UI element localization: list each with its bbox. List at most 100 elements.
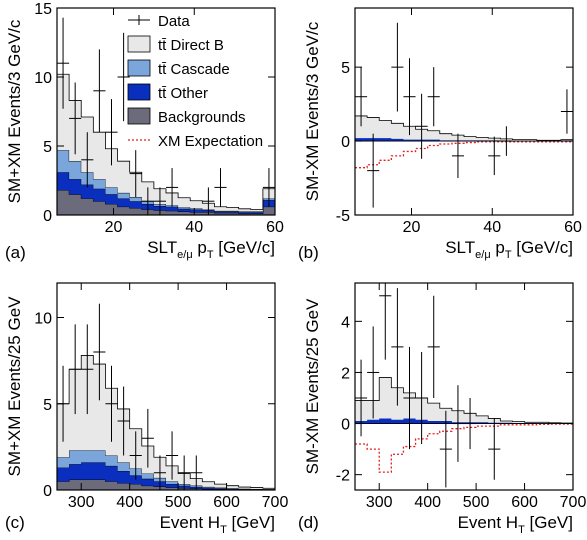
x-tick-label: 300 — [68, 494, 95, 511]
plot-area — [57, 17, 275, 215]
legend-swatch-backgrounds — [127, 107, 151, 125]
plot-area — [355, 22, 573, 208]
data-point — [69, 82, 82, 155]
chart-panel-3: 300 400 500 600 700 0 5 10 Event HT [GeV] SM+XM E… — [5, 282, 289, 536]
legend-label: XM Expectation — [158, 133, 263, 150]
x-tick-label: 500 — [165, 494, 192, 511]
data-point — [560, 89, 573, 134]
data-point — [262, 168, 275, 207]
legend-entry-xm: XM Expectation — [128, 133, 263, 150]
data-point — [129, 150, 142, 198]
data-point — [403, 58, 416, 136]
chart-panel-4: 300 400 500 600 700 -2 0 2 4 Event HT [GeV] SM-XM … — [298, 282, 587, 536]
data-point — [488, 418, 501, 480]
data-point — [415, 352, 428, 444]
x-tick-label: 300 — [366, 494, 393, 511]
stack-edge-direct_b — [57, 73, 275, 210]
x-tick-label: 700 — [560, 494, 587, 511]
y-tick-label: 0 — [43, 483, 52, 500]
data-point — [178, 455, 191, 490]
data-point — [81, 324, 94, 415]
xm-expectation-line — [355, 141, 573, 169]
y-tick-label: 5 — [43, 397, 52, 414]
stack-edge-direct_b — [57, 355, 275, 489]
data-point — [391, 288, 404, 406]
legend-entry-other: tt̄ Other — [127, 83, 208, 102]
data-point — [93, 303, 106, 401]
panel-label: (b) — [298, 243, 319, 262]
data-point — [500, 126, 513, 156]
xm-expectation-line — [355, 423, 573, 473]
y-axis-label: SM-XM Events/25 GeV — [303, 298, 322, 474]
data-point — [69, 324, 82, 415]
x-axis-label: Event HT [GeV] — [160, 513, 275, 536]
x-tick-label: 60 — [266, 219, 284, 236]
plot-frame — [354, 7, 574, 216]
stack-other — [57, 172, 275, 214]
y-axis-label: SM+XM Events/3 GeV/c — [5, 19, 24, 203]
stack-direct-b — [355, 377, 573, 424]
y-tick-label: 10 — [34, 70, 52, 87]
x-tick-label: 600 — [511, 494, 538, 511]
x-axis-label: SLTe/μ pT [GeV/c] — [445, 238, 573, 261]
y-axis-label: SM+XM Events/25 GeV — [5, 296, 24, 477]
legend-swatch-direct_b — [127, 35, 151, 53]
plot-area — [57, 303, 275, 490]
data-point — [153, 187, 166, 215]
data-point — [379, 283, 392, 360]
data-point — [141, 187, 154, 215]
chart-panel-1: 20 40 60 0 5 10 15 SLTe/μ pT [GeV/c] SM+XM Event… — [5, 1, 284, 262]
y-tick-label: 5 — [43, 139, 52, 156]
stack-backgrounds — [57, 190, 275, 215]
data-point — [439, 410, 452, 488]
legend-swatch-other — [127, 83, 151, 101]
legend-entry-backgrounds: Backgrounds — [127, 107, 246, 126]
x-tick-label: 20 — [403, 219, 421, 236]
legend-entry-data: Data — [128, 13, 190, 30]
y-tick-label: 0 — [43, 208, 52, 225]
x-tick-label: 40 — [185, 219, 203, 236]
x-axis-label: Event HT [GeV] — [458, 513, 573, 536]
legend-label: Data — [158, 13, 190, 30]
y-tick-label: 10 — [34, 311, 52, 328]
data-point — [117, 386, 130, 456]
data-point — [451, 385, 464, 462]
data-point — [190, 455, 203, 490]
data-point — [166, 431, 179, 480]
legend-label: tt̄ Direct B — [158, 37, 224, 54]
x-tick-label: 60 — [564, 219, 582, 236]
data-point — [214, 168, 227, 207]
panel-label: (d) — [298, 513, 319, 532]
data-point — [488, 136, 501, 176]
data-point — [355, 67, 368, 127]
x-tick-label: 500 — [463, 494, 490, 511]
data-point — [367, 326, 380, 419]
x-tick-label: 400 — [414, 494, 441, 511]
stack-backgrounds — [57, 479, 275, 490]
data-point — [415, 93, 428, 159]
data-point — [153, 455, 166, 490]
data-point — [93, 49, 106, 133]
data-point — [202, 187, 215, 215]
stack-cascade — [57, 450, 275, 490]
legend-label: tt̄ Other — [158, 85, 208, 102]
stack-other — [57, 462, 275, 490]
data-point — [117, 32, 130, 122]
y-tick-label: 2 — [341, 365, 350, 382]
plot-area — [355, 283, 573, 488]
plot-frame — [56, 7, 276, 216]
data-point — [427, 295, 440, 398]
data-point — [403, 346, 416, 450]
data-point — [105, 99, 118, 166]
data-point — [427, 67, 440, 127]
stack-other — [355, 138, 573, 142]
stack-cascade — [57, 150, 275, 213]
y-axis-label: SM-XM Events/3 GeV/c — [303, 21, 322, 201]
stack-direct-b — [355, 115, 573, 142]
panel-label: (c) — [5, 513, 25, 532]
x-tick-label: 700 — [262, 494, 289, 511]
y-tick-label: 0 — [341, 134, 350, 151]
data-point — [166, 168, 179, 207]
stack-direct_b — [57, 74, 275, 212]
